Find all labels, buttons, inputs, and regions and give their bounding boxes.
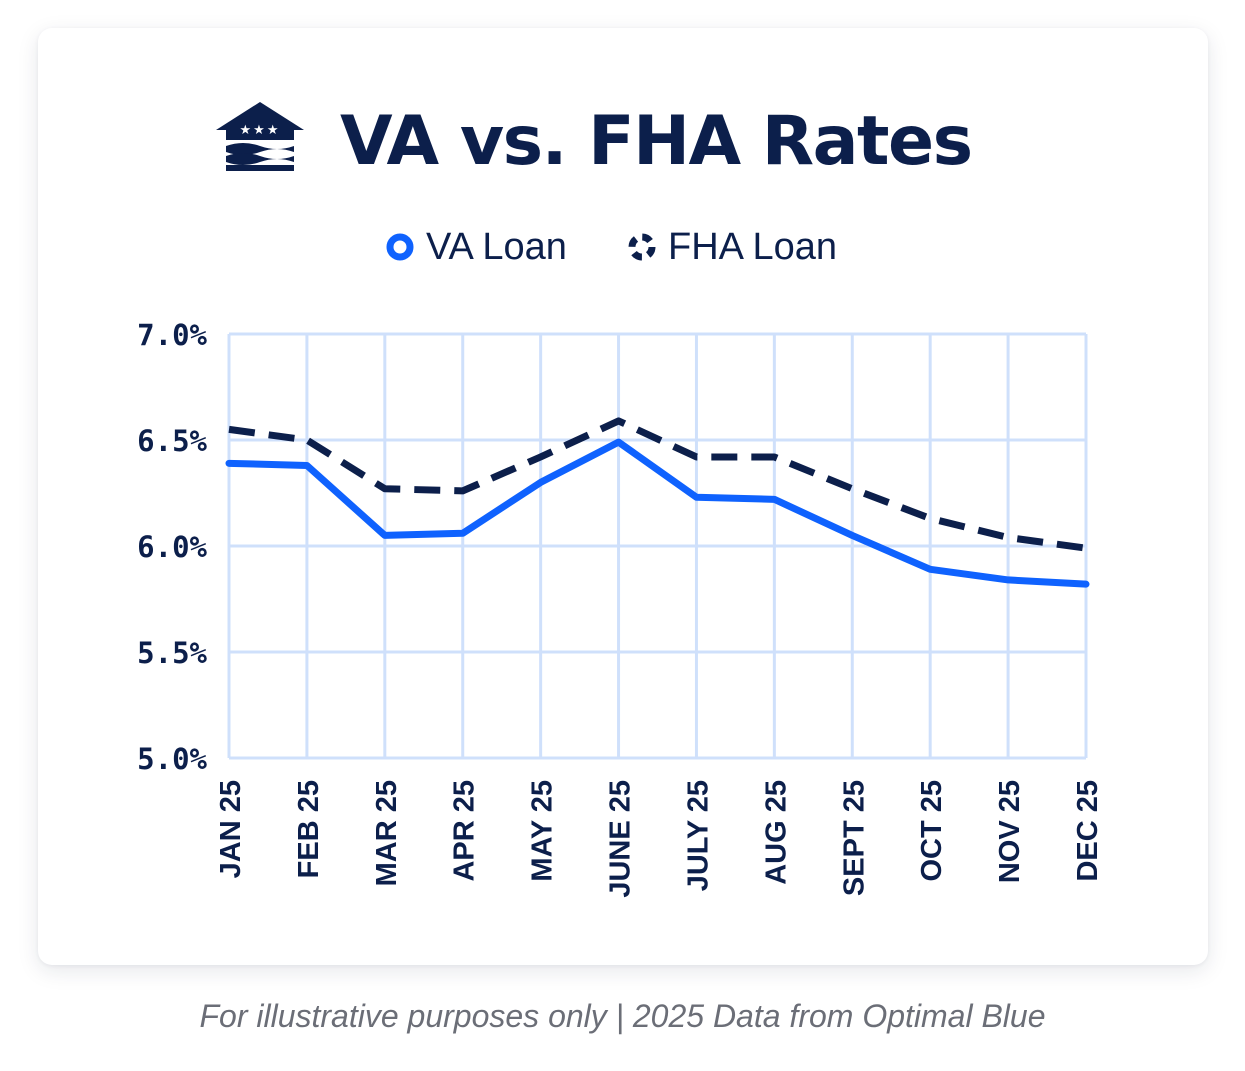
x-tick-label: JUNE 25 <box>605 780 637 898</box>
x-tick-label: SEPT 25 <box>838 780 870 896</box>
legend-label-va: VA Loan <box>426 225 567 268</box>
x-tick-label: OCT 25 <box>916 780 948 882</box>
circle-marker-icon <box>386 233 414 261</box>
x-tick-label: FEB 25 <box>293 780 325 878</box>
x-tick-label: MAY 25 <box>527 780 559 882</box>
legend-item-fha: FHA Loan <box>628 222 837 272</box>
chart-title: VA vs. FHA Rates <box>340 102 973 181</box>
y-tick-label: 5.5% <box>137 636 207 670</box>
y-tick-label: 5.0% <box>137 742 207 776</box>
x-tick-label: MAR 25 <box>371 780 403 886</box>
series-line-fha <box>228 417 1087 552</box>
x-tick-label: AUG 25 <box>760 780 792 885</box>
footnote: For illustrative purposes only | 2025 Da… <box>199 998 1046 1034</box>
y-tick-label: 6.5% <box>137 424 207 458</box>
x-tick-label: NOV 25 <box>994 780 1026 883</box>
x-tick-label: DEC 25 <box>1072 780 1104 882</box>
chart-card <box>38 28 1208 965</box>
legend-label-fha: FHA Loan <box>668 225 837 268</box>
x-tick-label: APR 25 <box>449 780 481 882</box>
x-tick-label: JULY 25 <box>682 780 714 891</box>
y-tick-label: 6.0% <box>137 530 207 564</box>
series-line-va <box>225 438 1090 588</box>
dashed-circle-marker-icon <box>628 233 656 261</box>
x-tick-label: JAN 25 <box>215 780 247 878</box>
svg-text:★★★: ★★★ <box>240 123 281 138</box>
house-flag-logo-icon: ★★★ <box>216 102 304 171</box>
y-tick-label: 7.0% <box>137 318 207 352</box>
legend-item-va: VA Loan <box>386 222 567 272</box>
legend: VA Loan FHA Loan <box>0 222 1245 272</box>
